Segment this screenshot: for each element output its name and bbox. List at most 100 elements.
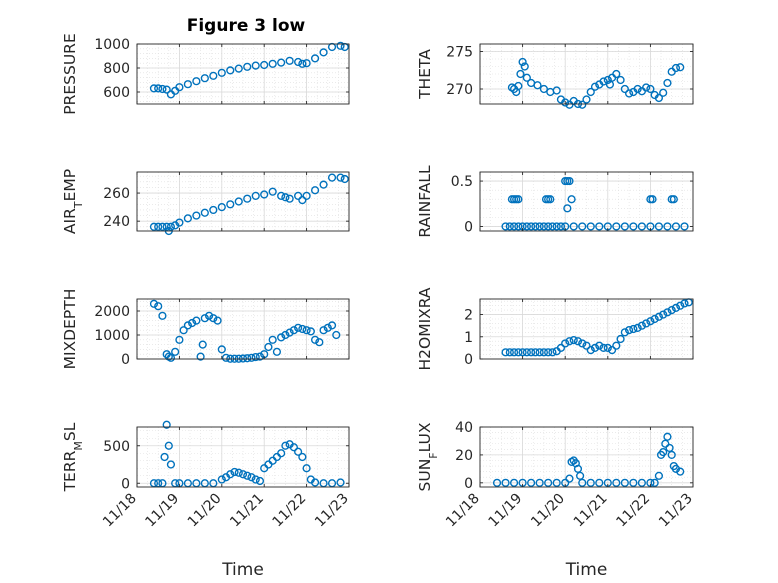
data-point xyxy=(578,222,587,231)
data-point xyxy=(226,470,235,479)
y-tick-label: 1 xyxy=(464,330,473,346)
data-point xyxy=(612,341,621,350)
data-point xyxy=(663,308,672,317)
data-point xyxy=(209,205,218,215)
data-point xyxy=(663,432,672,441)
data-point xyxy=(251,352,260,362)
data-point xyxy=(179,326,188,335)
data-point xyxy=(648,195,657,204)
y-tick-label: 260 xyxy=(103,186,130,202)
y-tick-label: 2000 xyxy=(94,304,130,320)
data-point xyxy=(633,84,642,94)
x-tick-label: 11/22 xyxy=(270,491,310,531)
data-point xyxy=(522,73,531,82)
panel-pressure: 600 800 1000 PRESSURE xyxy=(61,33,350,115)
data-point xyxy=(285,56,294,65)
y-axis-label: H2OMIXRA xyxy=(416,287,434,370)
markers xyxy=(149,299,341,363)
data-point xyxy=(251,191,260,200)
data-point xyxy=(255,476,265,486)
data-point xyxy=(183,321,192,330)
data-point xyxy=(183,214,192,223)
axes-box xyxy=(479,171,694,232)
data-point xyxy=(671,303,681,312)
axes-box xyxy=(136,171,350,232)
data-point xyxy=(531,222,540,231)
data-point xyxy=(539,348,549,357)
x-axis-label: Time xyxy=(221,560,264,580)
data-point xyxy=(319,326,328,335)
data-point xyxy=(531,348,540,357)
data-point xyxy=(323,323,332,332)
data-point xyxy=(310,186,320,195)
data-point xyxy=(501,478,510,487)
data-point xyxy=(175,218,184,227)
y-axis-label: TERRMSL xyxy=(61,422,85,492)
y-tick-label: 1000 xyxy=(94,37,130,53)
data-point xyxy=(586,87,595,97)
panel-theta: 270 275 THETA xyxy=(416,43,694,109)
data-point xyxy=(569,336,578,345)
data-point xyxy=(243,471,252,480)
data-point xyxy=(183,80,192,89)
data-point xyxy=(522,348,531,357)
data-point xyxy=(544,222,553,231)
data-point xyxy=(595,341,604,350)
y-tick-label: 0 xyxy=(464,352,473,368)
y-tick-label: 275 xyxy=(446,45,473,61)
data-point xyxy=(544,478,553,487)
major-grid xyxy=(479,172,694,231)
axes-box xyxy=(479,426,694,488)
data-point xyxy=(298,59,307,68)
data-point xyxy=(234,64,243,73)
data-point xyxy=(277,333,286,342)
data-point xyxy=(192,211,201,220)
data-point xyxy=(646,84,655,94)
data-point xyxy=(671,63,681,73)
data-point xyxy=(680,299,689,308)
data-point xyxy=(654,471,664,480)
x-tick-label: 11/21 xyxy=(571,491,611,531)
data-point xyxy=(327,173,337,182)
data-point xyxy=(247,353,256,362)
data-point xyxy=(198,340,207,349)
tick-marks xyxy=(136,43,350,104)
data-point xyxy=(552,222,561,231)
y-axis-label: THETA xyxy=(416,49,434,100)
data-point xyxy=(166,460,176,469)
data-point xyxy=(319,48,328,57)
y-tick-label: 0.5 xyxy=(451,174,473,190)
data-point xyxy=(565,337,574,346)
data-point xyxy=(620,84,629,94)
data-point xyxy=(637,478,646,487)
data-point xyxy=(298,324,307,334)
data-point xyxy=(268,335,277,344)
data-point xyxy=(546,195,555,204)
data-point xyxy=(154,84,163,93)
tick-marks xyxy=(479,299,694,360)
data-point xyxy=(501,222,510,231)
data-point xyxy=(243,354,252,363)
data-point xyxy=(192,77,201,86)
y-axis-label: AIRTEMP xyxy=(61,169,85,234)
data-point xyxy=(676,301,685,310)
data-point xyxy=(595,478,604,487)
data-point xyxy=(294,57,303,67)
x-tick-label: 11/18 xyxy=(100,491,140,531)
data-point xyxy=(492,478,502,487)
data-point xyxy=(200,314,209,323)
tick-marks xyxy=(136,427,350,487)
y-tick-label: 500 xyxy=(103,439,130,455)
x-tick-label: 11/23 xyxy=(656,491,696,531)
data-point xyxy=(544,348,553,357)
data-point xyxy=(247,473,256,482)
data-point xyxy=(332,330,341,340)
data-point xyxy=(535,348,544,357)
tick-marks xyxy=(479,426,694,487)
panel-terr-msl: 0 500 11/18 11/19 11/20 11/21 11/22 11/23 TERRMS… xyxy=(61,420,352,580)
data-point xyxy=(646,317,655,326)
data-point xyxy=(556,222,566,231)
data-point xyxy=(676,63,685,72)
